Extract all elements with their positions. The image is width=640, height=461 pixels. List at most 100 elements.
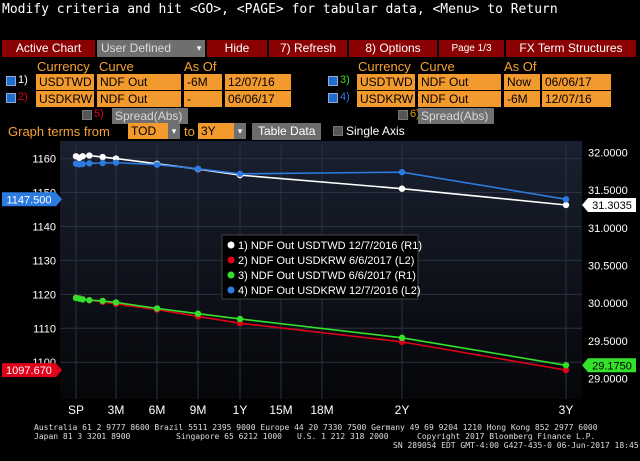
x-tick-label: 1Y — [233, 403, 248, 417]
series-point-3 — [79, 296, 86, 303]
legend-marker-1 — [227, 241, 235, 249]
table-data-button[interactable]: Table Data — [252, 123, 322, 140]
series-2-number: 2) — [18, 91, 28, 103]
last-label-right-top-box — [582, 197, 636, 212]
from-dropdown-icon[interactable]: ▾ — [168, 123, 180, 139]
legend-entry-3: 3) NDF Out USDTWD 6/6/2017 (R1) — [238, 270, 416, 282]
refresh-button[interactable]: 7) Refresh — [269, 40, 347, 57]
series-point-4 — [112, 159, 120, 166]
footer-japan: Japan 81 3 3201 8900 — [34, 432, 131, 441]
footer-us: U.S. 1 212 318 2000 — [297, 432, 389, 441]
last-label-left-bottom-box — [2, 363, 62, 378]
spread-right-checkbox[interactable] — [398, 110, 408, 120]
to-label: to — [184, 124, 195, 139]
series-4-currency[interactable]: USDKRW — [357, 91, 415, 107]
series-2-curve[interactable]: NDF Out — [97, 91, 181, 107]
series-4-date[interactable]: 12/07/16 — [542, 91, 611, 107]
hide-button[interactable]: Hide — [207, 40, 267, 57]
series-point-1 — [562, 201, 570, 209]
series-3-date[interactable]: 06/06/17 — [542, 74, 611, 90]
right-tick-label: 30.0000 — [588, 298, 628, 310]
last-label-left-bottom-text: 1097.670 — [6, 365, 52, 377]
footer-session: SN 289054 EDT GMT-4:00 G427-435-0 06-Jun… — [393, 441, 640, 450]
series-point-2 — [562, 366, 570, 374]
series-3-curve[interactable]: NDF Out — [418, 74, 501, 90]
legend-box — [221, 234, 419, 300]
series-4-number: 4) — [340, 91, 350, 103]
series-2-checkbox[interactable] — [6, 93, 16, 103]
legend-entry-2: 2) NDF Out USDKRW 6/6/2017 (L2) — [238, 255, 414, 267]
right-tick-label: 29.5000 — [588, 336, 628, 348]
last-label-right-top: 31.3035 — [582, 197, 636, 212]
curve-header-right: Curve — [420, 59, 455, 74]
series-point-4 — [79, 160, 86, 168]
user-defined-select[interactable]: User Defined — [97, 40, 205, 57]
legend-entry-4: 4) NDF Out USDKRW 12/7/2016 (L2) — [238, 285, 421, 297]
series-point-1 — [99, 153, 106, 161]
series-4-offset[interactable]: -6M — [504, 91, 540, 107]
graph-to-field[interactable]: 3Y — [198, 123, 234, 139]
series-1-offset[interactable]: -6M — [184, 74, 222, 90]
page-indicator[interactable]: Page 1/3 — [439, 40, 504, 57]
footer-singapore: Singapore 65 6212 1000 — [176, 432, 282, 441]
series-3-currency[interactable]: USDTWD — [357, 74, 415, 90]
right-tick-label: 29.0000 — [588, 373, 628, 385]
last-label-right-bottom-text: 29.1750 — [592, 360, 632, 372]
x-tick-label: 6M — [149, 403, 166, 417]
currency-header-left: Currency — [37, 59, 90, 74]
left-tick-label: 1160 — [32, 154, 56, 166]
series-2-date[interactable]: 06/06/17 — [225, 91, 291, 107]
x-tick-label: 18M — [310, 403, 333, 417]
legend-entry-1: 1) NDF Out USDTWD 12/7/2016 (R1) — [238, 240, 422, 252]
chart-legend: 1) NDF Out USDTWD 12/7/2016 (R1) 2) NDF O… — [221, 234, 422, 300]
series-point-3 — [86, 296, 93, 304]
legend-marker-4 — [227, 286, 235, 294]
series-3-offset[interactable]: Now — [504, 74, 540, 90]
series-4-curve[interactable]: NDF Out — [418, 91, 501, 107]
series-point-1 — [86, 152, 93, 159]
series-2-offset[interactable]: - — [184, 91, 222, 107]
last-label-left-top-text: 1147.500 — [6, 194, 51, 206]
currency-header-right: Currency — [358, 59, 411, 74]
series-1-currency[interactable]: USDTWD — [36, 74, 94, 90]
to-dropdown-icon[interactable]: ▾ — [234, 123, 246, 139]
series-3-checkbox[interactable] — [328, 76, 338, 86]
graph-terms-label: Graph terms from — [8, 124, 110, 139]
series-3-number: 3) — [340, 74, 350, 86]
single-axis-checkbox[interactable] — [333, 126, 343, 136]
active-chart-tab[interactable]: Active Chart — [2, 40, 95, 57]
right-tick-label: 30.5000 — [588, 261, 628, 273]
series-4-checkbox[interactable] — [328, 93, 338, 103]
series-point-1 — [398, 185, 406, 192]
series-2-currency[interactable]: USDKRW — [36, 91, 94, 107]
series-point-3 — [153, 305, 161, 312]
legend-marker-2 — [227, 256, 235, 264]
instruction-message: Modify criteria and hit <GO>, <PAGE> for… — [2, 2, 558, 17]
series-point-3 — [562, 362, 570, 369]
options-button[interactable]: 8) Options — [349, 40, 437, 57]
spread-left-checkbox[interactable] — [82, 110, 92, 120]
series-1-curve[interactable]: NDF Out — [97, 74, 181, 90]
spread-right-field[interactable]: Spread(Abs) — [418, 108, 494, 124]
dropdown-arrow-icon[interactable]: ▾ — [193, 40, 205, 56]
x-tick-label: 15M — [269, 403, 292, 417]
legend-marker-3 — [227, 271, 235, 279]
series-point-4 — [86, 160, 93, 167]
fx-term-structure-chart: 110011101120113011401150116029.000029.50… — [2, 141, 636, 417]
series-point-3 — [398, 334, 406, 341]
series-point-4 — [194, 165, 202, 172]
series-point-3 — [99, 297, 106, 305]
series-1-number: 1) — [18, 74, 28, 86]
left-tick-label: 1120 — [32, 289, 56, 301]
spread-left-field[interactable]: Spread(Abs) — [112, 108, 188, 124]
series-point-4 — [99, 159, 106, 167]
series-1-checkbox[interactable] — [6, 76, 16, 86]
graph-from-field[interactable]: TOD — [128, 123, 168, 139]
fx-term-structures-button[interactable]: FX Term Structures — [506, 40, 636, 57]
curve-header-left: Curve — [99, 59, 134, 74]
right-tick-label: 31.0000 — [588, 223, 628, 235]
series-point-4 — [236, 170, 244, 178]
spread-right-number: 6) — [410, 108, 420, 120]
series-1-date[interactable]: 12/07/16 — [225, 74, 291, 90]
spread-left-number: 5) — [94, 108, 104, 120]
